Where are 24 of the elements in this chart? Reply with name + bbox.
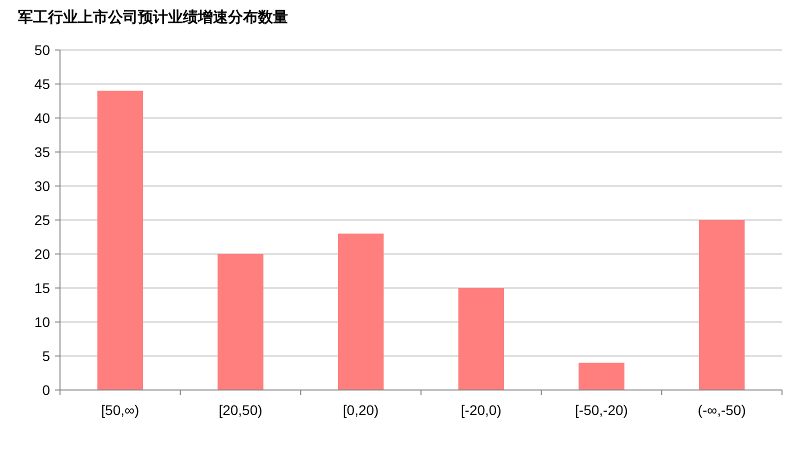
bar <box>97 90 144 390</box>
y-tick-label: 0 <box>42 382 50 398</box>
bar <box>458 288 504 390</box>
x-tick-label: [20,50) <box>218 402 262 418</box>
y-tick-label: 10 <box>34 314 50 330</box>
y-tick-label: 15 <box>34 280 50 296</box>
y-tick-label: 40 <box>34 110 50 126</box>
y-tick-label: 35 <box>34 144 50 160</box>
y-tick-label: 50 <box>34 42 50 58</box>
x-tick-label: [-20,0) <box>460 402 502 418</box>
x-tick-label: (-∞,-50) <box>698 402 746 418</box>
bar <box>218 254 264 390</box>
bar <box>338 234 384 390</box>
x-tick-label: [-50,-20) <box>575 402 628 418</box>
y-tick-label: 25 <box>34 212 50 228</box>
y-tick-label: 45 <box>34 76 50 92</box>
bar <box>578 362 624 390</box>
bar <box>698 220 745 390</box>
y-tick-label: 20 <box>34 246 50 262</box>
x-tick-label: [50,∞) <box>101 402 140 418</box>
x-tick-label: [0,20) <box>342 402 379 418</box>
chart-title: 军工行业上市公司预计业绩增速分布数量 <box>18 8 288 26</box>
y-tick-label: 5 <box>42 348 50 364</box>
y-tick-label: 30 <box>34 178 50 194</box>
